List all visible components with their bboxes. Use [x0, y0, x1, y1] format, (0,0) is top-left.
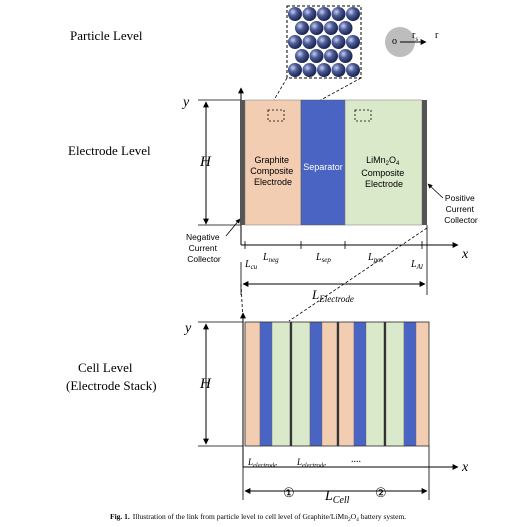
cell-level-label: Cell Level [78, 360, 133, 375]
particle-sphere [302, 35, 317, 49]
electrode-x-label: x [461, 247, 469, 262]
stack-separator [259, 321, 273, 447]
height-label: H [199, 154, 212, 170]
particle-spheres [288, 7, 360, 77]
particle-sphere [302, 7, 317, 21]
electrode-diagram: y x H Graphite Composite Electrode Separ… [181, 87, 478, 322]
marker-2: ② [375, 485, 387, 500]
positive-collector [422, 100, 427, 225]
particle-sphere [295, 21, 309, 35]
marker-1: ① [283, 485, 295, 500]
cathode-electrode [344, 99, 423, 226]
particle-r-label: r [435, 30, 439, 41]
particle-sphere [331, 63, 346, 77]
particle-sphere [317, 7, 331, 21]
stack-separator [309, 321, 323, 447]
length-cell: LCell [324, 489, 350, 506]
stack-anode [244, 321, 261, 447]
particle-sphere [331, 7, 346, 21]
anode-particle-box [267, 109, 285, 122]
length-cu: Lcu [244, 259, 258, 271]
cell-height-label: H [199, 376, 212, 392]
cell-x-label: x [461, 460, 469, 475]
stack-cathode [291, 321, 311, 447]
particle-sphere [346, 63, 360, 77]
particle-sphere [317, 63, 331, 77]
stack-length-electrode-a: Lelectrode [247, 457, 277, 469]
positive-collector-pointer [427, 183, 444, 199]
negative-collector-pointer [225, 218, 241, 237]
particle-sphere [288, 35, 302, 49]
particle-sphere [324, 49, 338, 63]
separator [300, 99, 346, 226]
positive-collector-label: Positive Current Collector [444, 193, 478, 225]
stack-outline [244, 321, 430, 447]
stack-collector [289, 321, 293, 447]
particle-sphere [331, 35, 346, 49]
stack-separator [403, 321, 417, 447]
particle-sphere [338, 49, 353, 63]
separator-label: Separator [303, 162, 343, 172]
stack-cathode [365, 321, 385, 447]
stack-cathode [385, 321, 405, 447]
cell-y-label: y [183, 321, 192, 336]
stack-separator [353, 321, 367, 447]
length-neg: Lneg [262, 252, 279, 264]
particle-sphere [338, 21, 353, 35]
particle-origin-label: o [392, 36, 397, 47]
figure-caption: Fig. 1. Illustration of the link from par… [110, 512, 406, 523]
particle-sphere [302, 63, 317, 77]
stack-anode [338, 321, 355, 447]
stack-anode [415, 321, 430, 447]
particle-sphere [324, 21, 338, 35]
electrode-y-label: y [181, 95, 190, 110]
stack-collector [383, 321, 387, 447]
length-sep: Lsep [315, 252, 331, 264]
particle-sphere [309, 21, 324, 35]
cathode-particle-box [354, 109, 372, 122]
cell-diagram: y x H Lelectrode Lelectrode .... ① ② LCe… [183, 312, 469, 506]
particle-sphere [317, 35, 331, 49]
stack-cathode [271, 321, 291, 447]
length-al: LAl [410, 259, 423, 271]
particle-sphere [309, 49, 324, 63]
stack-collector [336, 321, 340, 447]
particle-level-label: Particle Level [70, 28, 143, 43]
stack-length-electrode-b: Lelectrode [296, 457, 326, 469]
stack-anode [321, 321, 338, 447]
negative-collector [240, 100, 245, 225]
particle-sphere [295, 49, 309, 63]
length-pos: Lpos [367, 252, 384, 264]
particle-packing-box [286, 5, 362, 79]
particle-rs-label: rs [412, 30, 418, 43]
negative-collector-label: Negative Current Collector [186, 232, 222, 264]
particle-sphere [288, 7, 302, 21]
cathode-label: LiMn2O4 Composite Electrode [361, 155, 407, 189]
single-particle: o rs r [385, 27, 439, 57]
stack-continuation-dots: .... [351, 454, 361, 465]
zoom-line-cell-right [288, 227, 428, 322]
particle-sphere [288, 63, 302, 77]
electrode-level-label: Electrode Level [68, 143, 151, 158]
electrode-stack-label: (Electrode Stack) [66, 378, 157, 393]
electrode-stack [244, 321, 430, 447]
graphite-label: Graphite Composite Electrode [250, 155, 296, 187]
particle-sphere [346, 7, 360, 21]
particle-sphere [346, 35, 360, 49]
length-electrode: LElectrode [311, 287, 354, 304]
